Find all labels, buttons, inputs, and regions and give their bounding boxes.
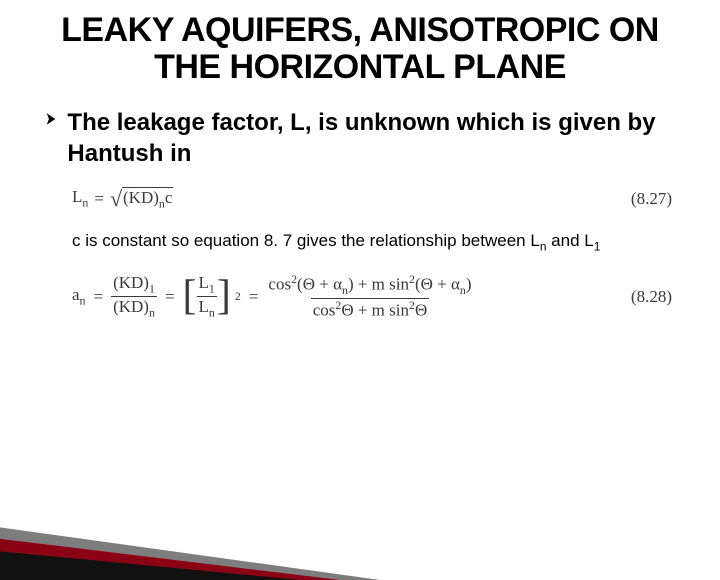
- equation-number-8-28: (8.28): [631, 287, 672, 307]
- slide-body: ➤ The leakage factor, L, is unknown whic…: [0, 93, 720, 321]
- eq2-frac-l: L1 Ln: [197, 273, 217, 320]
- sqrt-icon: √ (KD)nc: [110, 187, 173, 211]
- bullet-item: ➤ The leakage factor, L, is unknown whic…: [44, 107, 676, 169]
- eq2-a: an: [72, 285, 86, 308]
- bullet-marker-icon: ➤: [46, 107, 55, 133]
- eq2-frac-trig: cos2(Θ + αn) + m sin2(Θ + αn) cos2Θ + m …: [266, 273, 473, 320]
- title-line-2: THE HORIZONTAL PLANE: [154, 48, 566, 86]
- equation-8-27: Ln = √ (KD)nc (8.27): [72, 187, 672, 211]
- eq2-exponent: 2: [235, 289, 241, 304]
- note-text: c is constant so equation 8. 7 gives the…: [72, 231, 672, 253]
- eq1-lhs: Ln: [72, 187, 88, 210]
- equation-number-8-27: (8.27): [631, 189, 672, 209]
- equation-8-27-expression: Ln = √ (KD)nc: [72, 187, 173, 211]
- title-line-1: LEAKY AQUIFERS, ANISOTROPIC ON: [61, 11, 659, 49]
- equation-8-28-expression: an = (KD)1 (KD)n = [ L1 Ln ] 2 = cos2(Θ …: [72, 273, 474, 320]
- slide-title: LEAKY AQUIFERS, ANISOTROPIC ON THE HORIZ…: [0, 0, 720, 93]
- eq2-frac-kd: (KD)1 (KD)n: [111, 273, 157, 320]
- decorative-triangles-icon: [0, 460, 380, 580]
- eq2-equals-1: =: [94, 287, 104, 307]
- eq2-equals-2: =: [165, 287, 175, 307]
- bracket-left-icon: [: [183, 278, 197, 316]
- bullet-text: The leakage factor, L, is unknown which …: [67, 107, 676, 169]
- eq2-bracketed-frac: [ L1 Ln ]: [183, 273, 231, 320]
- eq1-equals: =: [94, 189, 104, 209]
- bracket-right-icon: ]: [217, 278, 231, 316]
- equation-8-28: an = (KD)1 (KD)n = [ L1 Ln ] 2 = cos2(Θ …: [72, 273, 672, 320]
- eq2-equals-3: =: [249, 287, 259, 307]
